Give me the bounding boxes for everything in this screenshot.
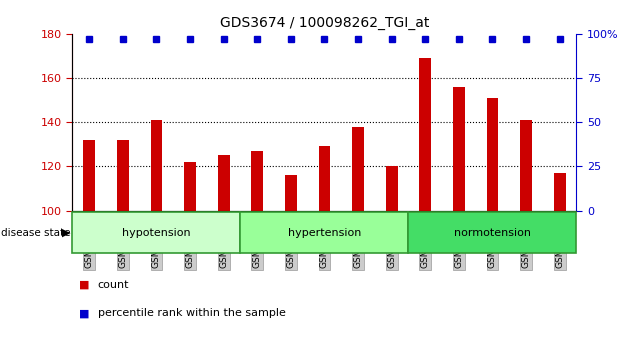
- Bar: [352, 127, 364, 211]
- Text: hypotension: hypotension: [122, 228, 191, 238]
- Bar: [420, 58, 431, 211]
- Bar: [72, 212, 241, 253]
- Title: GDS3674 / 100098262_TGI_at: GDS3674 / 100098262_TGI_at: [220, 16, 429, 30]
- Bar: [520, 120, 532, 211]
- Bar: [241, 212, 408, 253]
- Bar: [408, 212, 576, 253]
- Text: hypertension: hypertension: [288, 228, 361, 238]
- Text: ■: ■: [79, 280, 89, 290]
- Bar: [117, 140, 129, 211]
- Bar: [151, 120, 163, 211]
- Bar: [554, 173, 566, 211]
- Bar: [184, 162, 196, 211]
- Bar: [83, 140, 95, 211]
- Text: percentile rank within the sample: percentile rank within the sample: [98, 308, 285, 318]
- Bar: [285, 175, 297, 211]
- Text: disease state: disease state: [1, 228, 71, 238]
- Bar: [386, 166, 398, 211]
- Text: count: count: [98, 280, 129, 290]
- Bar: [486, 98, 498, 211]
- Text: normotension: normotension: [454, 228, 531, 238]
- Bar: [453, 87, 465, 211]
- Bar: [218, 155, 229, 211]
- Text: ■: ■: [79, 308, 89, 318]
- Bar: [251, 151, 263, 211]
- Text: ▶: ▶: [62, 228, 70, 238]
- Bar: [319, 147, 330, 211]
